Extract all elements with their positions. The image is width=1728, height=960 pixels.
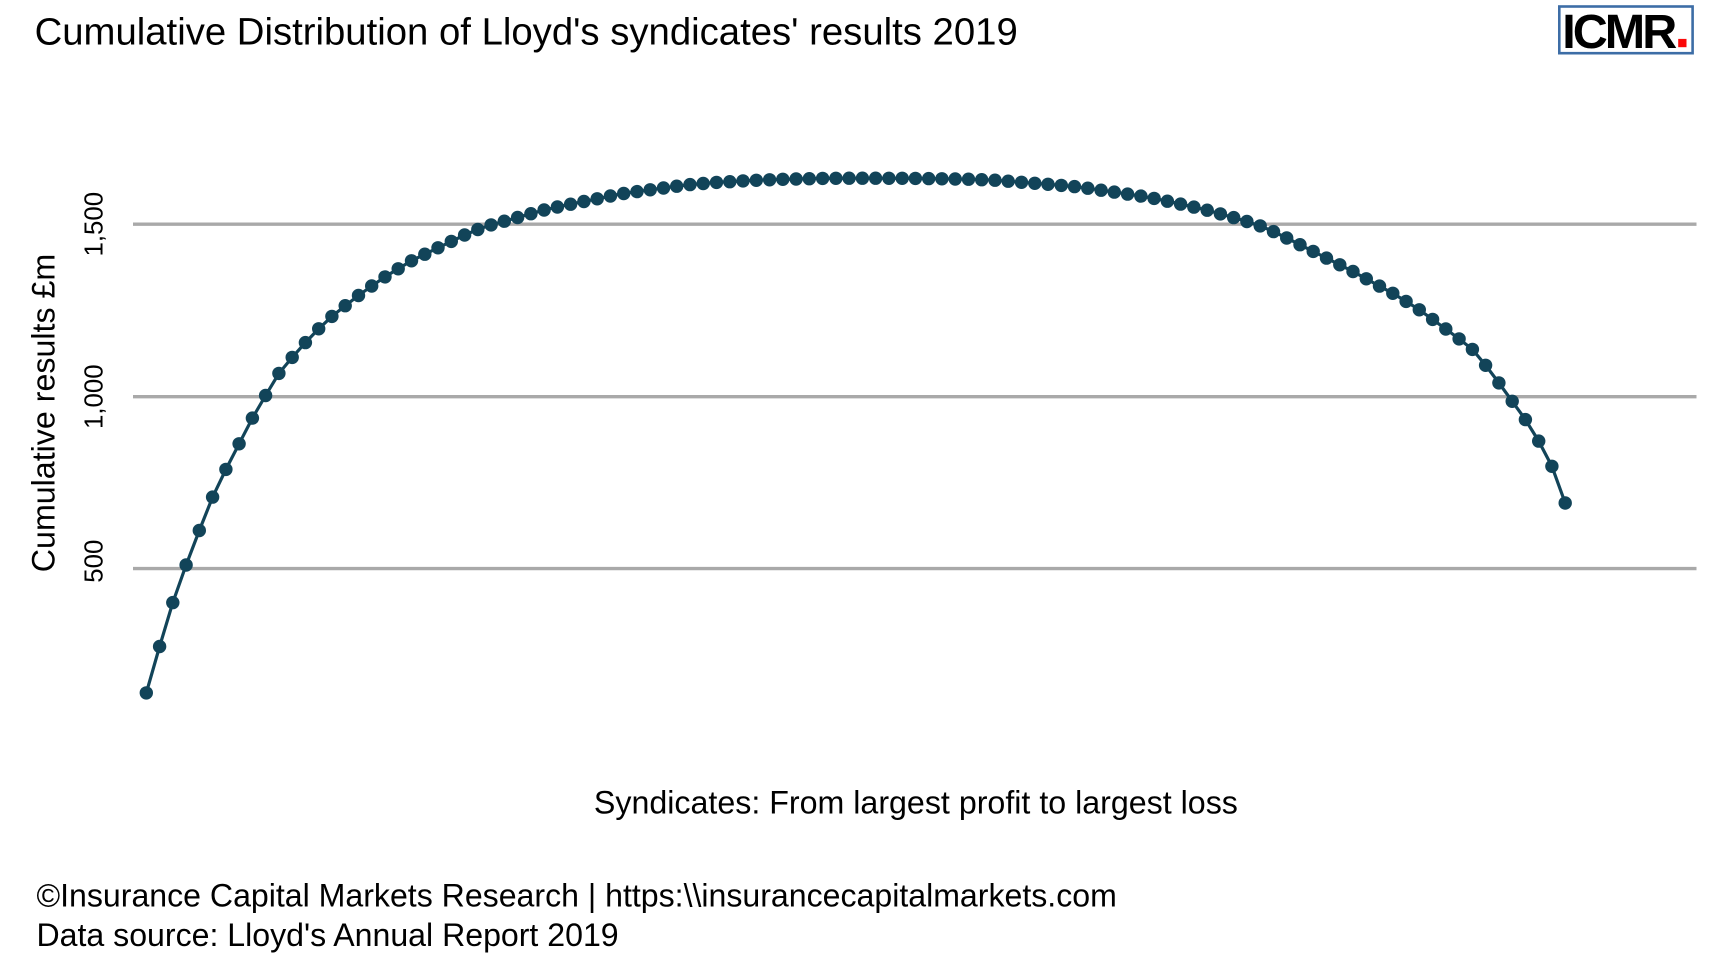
svg-text:Cumulative results £m: Cumulative results £m bbox=[26, 254, 62, 572]
svg-text:1,500: 1,500 bbox=[81, 192, 109, 257]
svg-text:ICMR: ICMR bbox=[1562, 5, 1677, 59]
svg-text:Cumulative Distribution of Llo: Cumulative Distribution of Lloyd's syndi… bbox=[35, 10, 1018, 53]
svg-text:1,000: 1,000 bbox=[81, 364, 109, 429]
svg-text:Data source: Lloyd's Annual Re: Data source: Lloyd's Annual Report 2019 bbox=[37, 917, 619, 953]
svg-text:©Insurance Capital Markets Res: ©Insurance Capital Markets Research | ht… bbox=[37, 878, 1117, 914]
svg-text:500: 500 bbox=[81, 540, 109, 583]
svg-text:Syndicates: From largest profi: Syndicates: From largest profit to large… bbox=[594, 784, 1238, 820]
